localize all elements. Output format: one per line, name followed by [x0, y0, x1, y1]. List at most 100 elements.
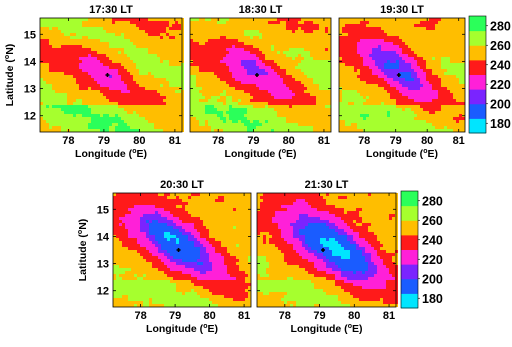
- panel-title: 20:30 LT: [160, 179, 204, 191]
- x-axis-label-main: Longitude (: [75, 148, 133, 160]
- y-axis-label-tail: N): [4, 44, 16, 55]
- heatmap-cells: [257, 193, 398, 307]
- plot-frame: [256, 192, 397, 308]
- colorbar-frame: [400, 190, 419, 309]
- x-axis-label: Longitude (oE): [75, 148, 147, 160]
- location-marker: [176, 248, 181, 252]
- y-axis-label-main: Latitude (: [77, 234, 89, 282]
- colorbar-tick-label: 180: [490, 117, 511, 131]
- y-tick-label: 15: [97, 204, 109, 216]
- location-marker: [321, 248, 326, 252]
- x-tick-label: 80: [348, 310, 360, 322]
- colorbar-segment: [469, 89, 486, 105]
- x-tick-label: 78: [62, 135, 74, 147]
- colorbar-segment: [469, 103, 486, 119]
- colorbar-segment: [401, 191, 418, 207]
- x-axis-label-tail: E): [352, 323, 363, 335]
- panel-title: 21:30 LT: [305, 179, 349, 191]
- x-axis-label-main: Longitude (: [146, 323, 204, 335]
- colorbar-segment: [401, 220, 418, 236]
- x-axis-label-tail: E): [286, 148, 297, 160]
- x-tick-label: 81: [318, 135, 330, 147]
- colorbar-bottom: 280 260 240 220 200 180: [400, 190, 443, 309]
- colorbar-tick-label: 280: [490, 19, 511, 33]
- plot-frame: [338, 17, 466, 133]
- colorbar-tick-label: 220: [422, 253, 443, 267]
- panel-title: 19:30 LT: [380, 4, 424, 16]
- location-marker: [396, 73, 401, 77]
- y-tick-label: 12: [97, 286, 109, 298]
- heatmap-cells: [113, 193, 251, 307]
- x-tick-label: 80: [283, 135, 295, 147]
- panel-title: 18:30 LT: [239, 4, 283, 16]
- y-axis-label-tail: N): [77, 219, 89, 230]
- colorbar-tick-label: 240: [422, 233, 443, 247]
- colorbar-segment: [469, 59, 486, 75]
- colorbar-segment: [401, 293, 418, 309]
- y-tick-label: 13: [97, 259, 109, 271]
- x-tick-label: 80: [203, 310, 215, 322]
- y-axis-label: Latitude (oN): [4, 44, 16, 107]
- y-tick-label: 13: [24, 84, 36, 96]
- panel-3: 19:30 LT 78 79 80 81 Longitude (oE): [338, 4, 466, 160]
- x-axis-label-main: Longitude (: [291, 323, 349, 335]
- heatmap-cells: [339, 18, 465, 132]
- x-tick-label: 81: [383, 310, 395, 322]
- x-tick-label: 79: [169, 310, 181, 322]
- x-axis-label-tail: E): [427, 148, 438, 160]
- x-tick-label: 80: [421, 135, 433, 147]
- x-axis-label-main: Longitude (: [225, 148, 283, 160]
- colorbar-tick-label: 220: [490, 78, 511, 92]
- y-tick-label: 14: [24, 56, 37, 68]
- x-tick-label: 81: [238, 310, 250, 322]
- plot-frame: [39, 17, 183, 133]
- colorbar-segment: [469, 118, 486, 134]
- colorbar-segment: [469, 45, 486, 61]
- y-tick-label: 14: [97, 231, 110, 243]
- y-tick-label: 15: [24, 29, 36, 41]
- colorbar-segment: [401, 234, 418, 250]
- x-tick-label: 80: [133, 135, 145, 147]
- x-tick-label: 78: [279, 310, 291, 322]
- location-marker: [254, 73, 259, 77]
- y-tick-label: 12: [24, 111, 36, 123]
- x-axis-label-sup: o: [348, 323, 352, 330]
- x-axis-label-tail: E): [207, 323, 218, 335]
- x-axis-label: Longitude (oE): [291, 323, 363, 335]
- x-axis-label-main: Longitude (: [366, 148, 424, 160]
- colorbar-tick-label: 200: [422, 272, 443, 286]
- x-axis-label: Longitude (oE): [146, 323, 218, 335]
- x-axis-label-sup: o: [132, 148, 136, 155]
- colorbar-tick-label: 200: [490, 97, 511, 111]
- colorbar-segment: [469, 16, 486, 32]
- x-axis-label-tail: E): [136, 148, 147, 160]
- colorbar-tick-label: 280: [422, 194, 443, 208]
- colorbar-frame: [468, 15, 487, 134]
- colorbar-segment: [401, 278, 418, 294]
- x-axis-label-sup: o: [203, 323, 207, 330]
- x-axis-label: Longitude (oE): [366, 148, 438, 160]
- colorbar-segment: [401, 249, 418, 265]
- x-tick-label: 78: [134, 310, 146, 322]
- x-tick-label: 81: [453, 135, 465, 147]
- x-tick-label: 79: [313, 310, 325, 322]
- colorbar-tick-label: 180: [422, 292, 443, 306]
- heatmap-cells: [190, 18, 331, 132]
- x-tick-label: 78: [212, 135, 224, 147]
- plot-frame: [189, 17, 332, 133]
- plot-frame: [112, 192, 252, 308]
- heatmap-cells: [40, 18, 184, 132]
- panel-title: 17:30 LT: [89, 4, 133, 16]
- colorbar-tick-label: 260: [490, 39, 511, 53]
- x-tick-label: 79: [390, 135, 402, 147]
- x-axis-label-sup: o: [423, 148, 427, 155]
- colorbar-tick-label: 260: [422, 214, 443, 228]
- x-tick-label: 78: [358, 135, 370, 147]
- y-axis-label-sup: o: [77, 230, 84, 234]
- x-tick-label: 81: [169, 135, 181, 147]
- y-axis-label: Latitude (oN): [77, 219, 89, 282]
- y-axis-label-sup: o: [4, 55, 11, 59]
